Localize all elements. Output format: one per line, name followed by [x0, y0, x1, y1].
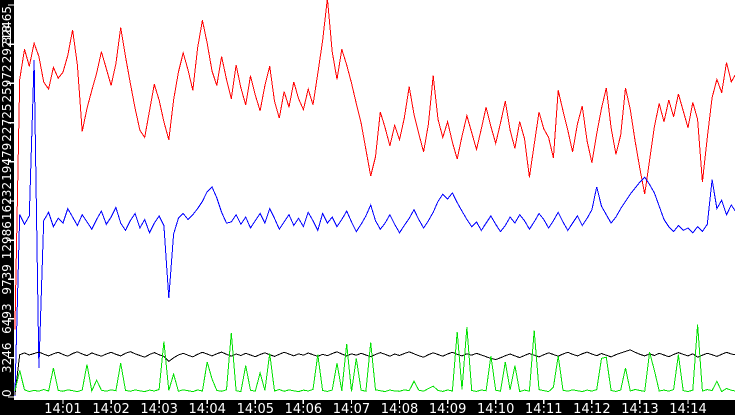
x-axis-tick-label: 14:11 — [525, 402, 562, 415]
x-axis-tick-label: 14:02 — [92, 402, 129, 415]
x-axis-tick-label: 14:04 — [188, 402, 225, 415]
y-axis-tick-label: 6493 — [0, 303, 14, 334]
x-axis-tick-label: 14:01 — [44, 402, 81, 415]
y-axis-tick-label: 22725 — [0, 104, 14, 142]
y-axis-tick-label: 29218 — [0, 25, 14, 63]
y-axis-tick-label: 9739 — [0, 264, 14, 295]
x-axis-tick-label: 14:12 — [573, 402, 610, 415]
x-axis-strip — [0, 400, 735, 415]
series-blue-line — [14, 60, 735, 396]
y-axis-tick-label: 0 — [0, 389, 14, 397]
x-axis-tick-label: 14:06 — [285, 402, 322, 415]
series-red-line — [14, 0, 735, 330]
x-axis-tick-label: 14:05 — [237, 402, 274, 415]
x-axis-tick-label: 14:10 — [477, 402, 514, 415]
y-axis-tick-label: 32465 — [0, 6, 14, 44]
x-axis-tick-label: 14:13 — [621, 402, 658, 415]
y-axis-tick-label: 16232 — [0, 182, 14, 220]
series-green-line — [14, 324, 735, 393]
x-axis-tick-label: 14:14 — [669, 402, 706, 415]
series-black-line — [14, 349, 735, 396]
x-axis: 14:01 14:02 14:03 14:04 14:05 14:06 14:07 14:08… — [44, 400, 707, 415]
x-axis-tick-label: 14:08 — [381, 402, 418, 415]
x-axis-tick-label: 14:09 — [429, 402, 466, 415]
y-axis-tick-label: 19479 — [0, 143, 14, 181]
y-axis-tick-label: 3246 — [0, 343, 14, 374]
x-axis-tick-label: 14:07 — [333, 402, 370, 415]
y-axis-tick-label: 25972 — [0, 64, 14, 102]
y-axis-strip — [0, 0, 14, 415]
x-axis-tick-label: 14:03 — [140, 402, 177, 415]
y-axis-tick-label: 12986 — [0, 221, 14, 259]
